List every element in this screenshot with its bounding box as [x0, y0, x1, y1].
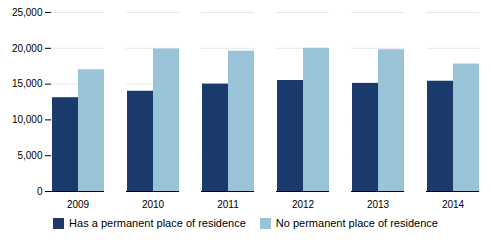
svg-text:2013: 2013	[367, 199, 390, 210]
svg-text:2010: 2010	[142, 199, 165, 210]
svg-text:2014: 2014	[442, 199, 465, 210]
svg-text:0: 0	[37, 186, 43, 197]
html-text:Has a permanent place of resid: Has a permanent place of residence	[69, 217, 246, 229]
svg-text:25,000: 25,000	[12, 7, 43, 18]
svg-text:10,000: 10,000	[12, 114, 43, 125]
svg-text:15,000: 15,000	[12, 78, 43, 89]
html-text:No permanent place of residenc: No permanent place of residence	[275, 217, 438, 229]
svg-text:5,000: 5,000	[17, 150, 42, 161]
svg-text:2009: 2009	[67, 199, 90, 210]
svg-text:2011: 2011	[217, 199, 239, 210]
svg-text:2012: 2012	[292, 199, 315, 210]
svg-text:20,000: 20,000	[12, 43, 43, 54]
